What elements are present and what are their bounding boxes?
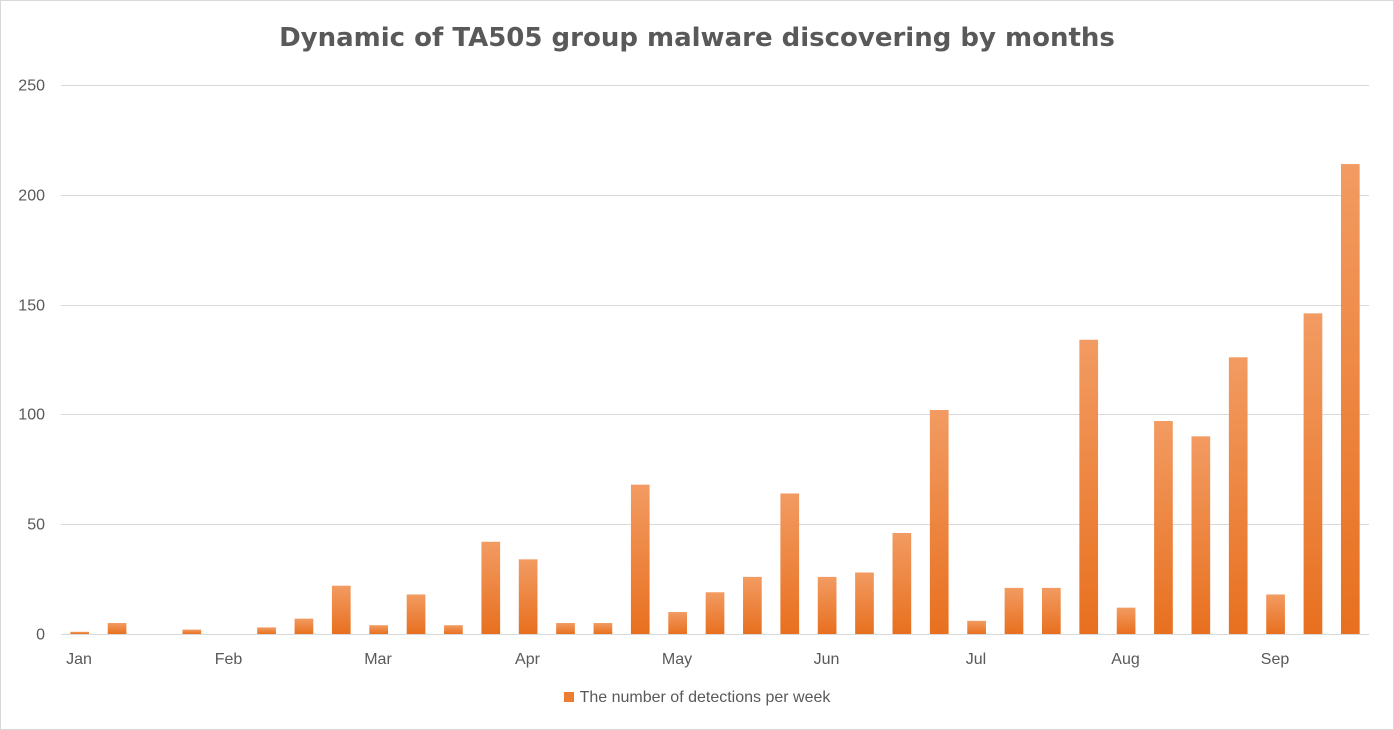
y-tick-label: 0 (36, 627, 45, 644)
x-tick-label: Jul (966, 651, 986, 668)
bar (1154, 420, 1173, 634)
bar (556, 623, 575, 634)
bar (1042, 587, 1061, 634)
y-tick-label: 200 (18, 188, 45, 205)
x-tick-label: Jan (66, 651, 92, 668)
bar (107, 623, 127, 634)
bar (331, 585, 351, 634)
bar (182, 629, 202, 634)
x-tick-label: Sep (1261, 651, 1290, 668)
x-tick-label: Aug (1111, 651, 1139, 668)
x-tick-label: Mar (364, 651, 392, 668)
bar (1340, 164, 1360, 634)
chart-title: Dynamic of TA505 group malware discoveri… (279, 23, 1115, 53)
bar (892, 532, 912, 634)
bar (817, 576, 837, 634)
gridlines (61, 85, 1369, 635)
bar (967, 620, 986, 634)
bar (743, 576, 762, 634)
bar (406, 594, 426, 634)
bar (1191, 436, 1211, 634)
bar (257, 627, 276, 634)
x-tick-label: Feb (215, 651, 243, 668)
y-tick-label: 250 (18, 78, 45, 95)
bar (1228, 357, 1248, 634)
bar (518, 559, 538, 634)
bar (1303, 313, 1323, 634)
bar (929, 410, 949, 634)
x-tick-label: Apr (515, 651, 541, 668)
bar (780, 493, 800, 634)
bar (70, 631, 90, 634)
y-tick-label: 100 (18, 407, 45, 424)
bar (855, 572, 874, 634)
bar (369, 625, 388, 634)
y-axis-ticks: 0 50 100 150 200 250 (18, 78, 45, 644)
bar (593, 623, 613, 634)
bar (1079, 339, 1099, 634)
bar (1116, 607, 1136, 634)
legend-label: The number of detections per week (579, 689, 831, 706)
bar (705, 592, 725, 634)
bar (1004, 587, 1024, 634)
bar (444, 625, 463, 634)
legend-swatch (563, 692, 574, 702)
y-tick-label: 150 (18, 298, 45, 315)
y-tick-label: 50 (27, 517, 45, 534)
x-tick-label: May (662, 651, 692, 668)
x-tick-label: Jun (814, 651, 840, 668)
bar (481, 541, 501, 634)
bar (1266, 594, 1285, 634)
legend: The number of detections per week (1, 689, 1393, 707)
bar (668, 612, 687, 634)
bar (630, 484, 650, 634)
bar (294, 618, 314, 634)
bars (70, 164, 1360, 634)
x-axis-ticks: Jan Feb Mar Apr May Jun Jul Aug Sep (66, 651, 1289, 668)
